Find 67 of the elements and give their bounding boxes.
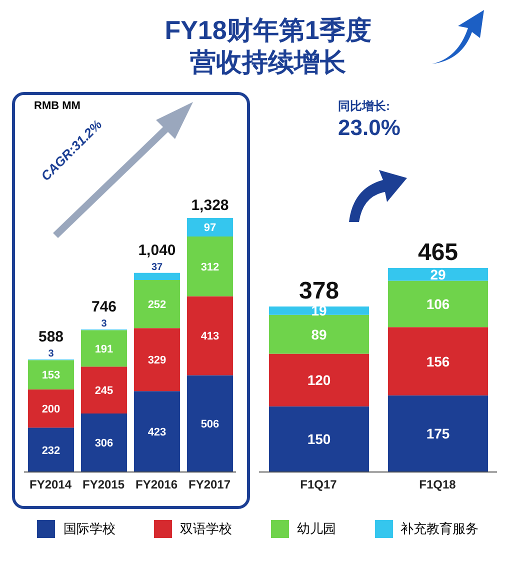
data-label: 312	[200, 261, 220, 274]
chart-subtitle: 营收持续增长	[189, 46, 347, 78]
bar	[388, 395, 488, 472]
bar	[269, 314, 369, 354]
text: 同比增长:	[338, 98, 391, 115]
bar	[81, 330, 127, 367]
bar	[81, 366, 127, 414]
bar	[269, 406, 369, 472]
x-tick-label: FY2016	[135, 478, 178, 492]
x-tick-label: FY2014	[29, 478, 72, 492]
data-label: 423	[148, 426, 166, 439]
text: RMB MM	[34, 100, 80, 112]
bar	[134, 280, 180, 328]
total-label: 588	[38, 328, 64, 346]
bar	[269, 354, 369, 406]
total-label: 378	[298, 278, 340, 305]
bar	[388, 268, 488, 281]
chart-title: FY18财年第1季度	[164, 14, 372, 46]
x-tick-label: FY2015	[82, 478, 125, 492]
data-label: 413	[200, 330, 220, 343]
legend-label: 双语学校	[180, 520, 232, 538]
bar	[388, 327, 488, 396]
data-label: 29	[430, 266, 446, 282]
data-label: 506	[200, 418, 220, 431]
bar	[28, 389, 74, 428]
bar	[187, 218, 233, 237]
data-label: 200	[42, 403, 60, 416]
text: 23.0%	[338, 115, 400, 141]
data-label: 329	[148, 354, 166, 367]
total-label: 1,328	[191, 197, 229, 214]
data-label: 156	[426, 353, 450, 370]
bar	[134, 391, 180, 472]
bar	[134, 272, 180, 280]
bar	[134, 328, 180, 392]
legend-label: 国际学校	[63, 520, 116, 538]
data-label: 150	[307, 431, 331, 448]
x-tick-label: F1Q18	[419, 478, 456, 492]
data-label: 232	[42, 444, 60, 457]
bar	[388, 280, 488, 328]
x-tick-label: F1Q17	[300, 478, 338, 492]
data-label: 245	[94, 385, 114, 398]
x-tick-label: FY2017	[188, 478, 231, 492]
data-label: 175	[426, 426, 450, 442]
bar	[187, 296, 233, 376]
legend-label: 幼儿园	[296, 520, 336, 538]
data-label: 37	[151, 262, 163, 273]
data-label: 191	[94, 343, 114, 356]
data-label: 106	[426, 296, 450, 312]
bar	[81, 413, 127, 472]
data-label: 3	[101, 318, 108, 330]
bar	[187, 375, 233, 472]
bar	[187, 236, 233, 296]
total-label: 1,040	[138, 242, 176, 259]
data-label: 153	[42, 370, 60, 382]
bar	[269, 306, 369, 315]
bar	[28, 360, 74, 390]
bar	[28, 428, 74, 472]
data-label: 306	[94, 438, 114, 450]
data-label: 120	[307, 372, 331, 388]
data-label: 97	[204, 222, 216, 234]
legend-label: 补充教育服务	[400, 520, 479, 538]
data-label: 19	[311, 302, 327, 319]
data-label: 3	[48, 348, 54, 360]
total-label: 465	[418, 239, 458, 266]
total-label: 746	[91, 298, 117, 316]
data-label: 252	[148, 299, 166, 312]
data-label: 89	[311, 326, 327, 342]
